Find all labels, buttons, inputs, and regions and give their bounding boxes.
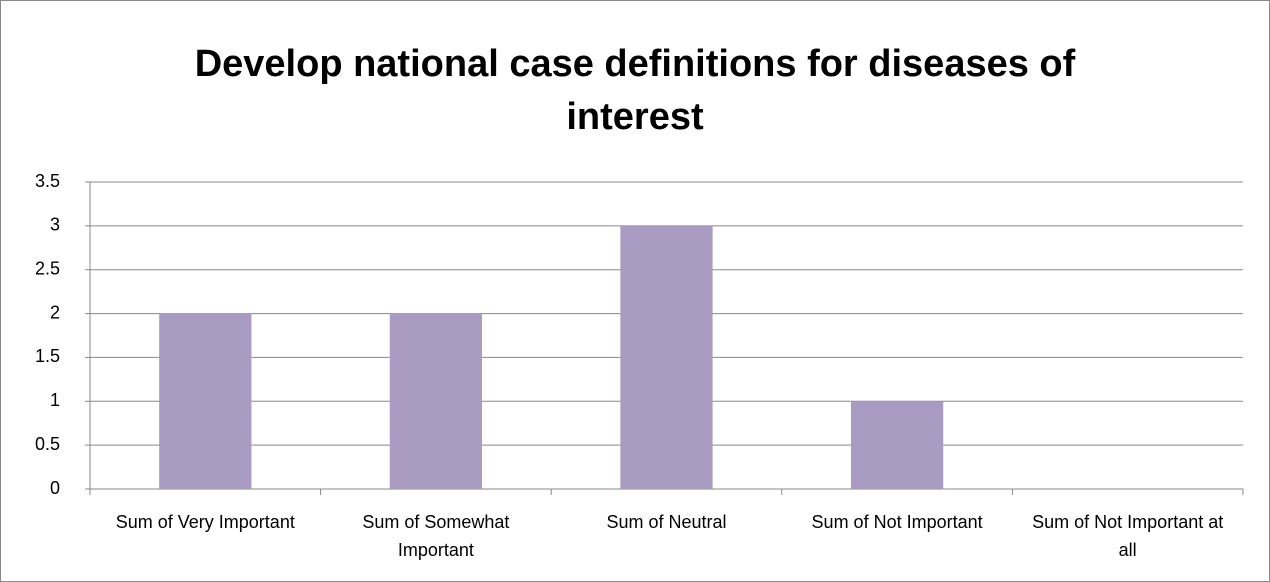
bar bbox=[159, 313, 252, 489]
y-tick-label: 3 bbox=[50, 215, 60, 235]
y-tick-label: 1.5 bbox=[35, 346, 60, 366]
y-tick-label: 1 bbox=[50, 390, 60, 410]
bar bbox=[389, 313, 483, 489]
y-tick-label: 3.5 bbox=[35, 171, 60, 191]
chart-title: Develop national case definitions for di… bbox=[194, 43, 1076, 138]
x-tick-label: Sum of Very Important bbox=[115, 512, 295, 532]
x-tick-label: Sum of Not Important bbox=[811, 512, 983, 532]
y-tick-label: 0.5 bbox=[35, 434, 60, 454]
y-tick-label: 0 bbox=[50, 478, 60, 498]
x-tick-label: Sum of Neutral bbox=[606, 512, 727, 532]
x-tick-label: Sum of Not Important at all bbox=[1032, 512, 1224, 560]
bar bbox=[850, 401, 944, 489]
y-tick-label: 2 bbox=[50, 302, 60, 322]
y-tick-label: 2.5 bbox=[35, 258, 60, 278]
x-tick-label: Sum of Somewhat Important bbox=[362, 512, 510, 560]
bar bbox=[620, 225, 713, 489]
